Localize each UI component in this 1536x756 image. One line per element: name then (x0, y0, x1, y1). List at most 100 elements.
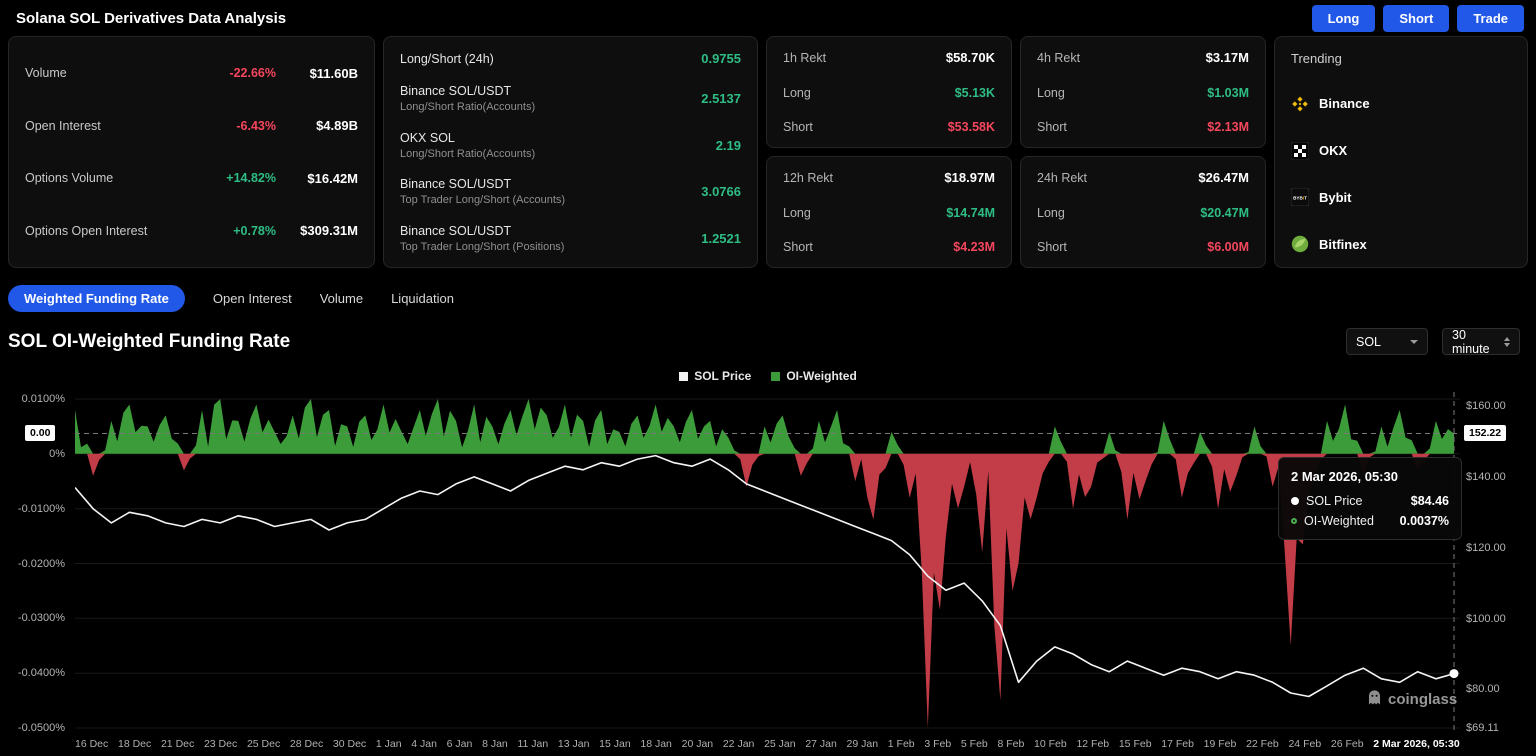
tooltip-time: 2 Mar 2026, 05:30 (1291, 469, 1398, 484)
summary-cards: Volume -22.66% $11.60B Open Interest -6.… (8, 36, 1528, 268)
okx-icon (1291, 141, 1309, 160)
rekt-long-value: $1.03M (1207, 85, 1249, 100)
stat-value: $16.42M (307, 170, 358, 186)
oi-weighted-dot-icon (1291, 518, 1297, 524)
rekt-short-label: Short (783, 240, 813, 254)
legend-sol-price[interactable]: SOL Price (679, 369, 751, 383)
rekt-column-2: 4h Rekt $3.17M Long $1.03M Short $2.13M … (1020, 36, 1266, 268)
rekt-title: 4h Rekt (1037, 50, 1081, 65)
stat-change: +0.78% (233, 223, 276, 238)
ratio-label: Binance SOL/USDT (400, 224, 512, 238)
rekt-long-label: Long (1037, 205, 1065, 220)
legend-oi-weighted[interactable]: OI-Weighted (771, 369, 857, 383)
rekt-long-value: $5.13K (954, 85, 995, 100)
trending-item-label: Binance (1319, 96, 1370, 112)
ratio-row: Long/Short (24h) 0.9755 (400, 51, 741, 66)
tab-liquidation[interactable]: Liquidation (391, 290, 454, 306)
rekt-short-label: Short (1037, 120, 1067, 134)
trending-item-binance[interactable]: Binance (1291, 95, 1511, 113)
tooltip-row-oi-weighted: OI-Weighted 0.0037% (1291, 514, 1449, 528)
stat-change: -22.66% (229, 66, 276, 81)
bybit-icon: BYBIT (1291, 188, 1309, 207)
right-axis-labels: $160.00 $140.00 $120.00 $100.00 $80.00 $69.11 (1466, 400, 1506, 734)
tab-weighted-funding-rate[interactable]: Weighted Funding Rate (8, 284, 185, 312)
stat-value: $4.89B (316, 118, 358, 134)
x-axis-labels: 16 Dec 18 Dec 21 Dec 23 Dec 25 Dec 28 Dec 30 D… (75, 738, 1460, 750)
stat-value: $309.31M (300, 223, 358, 239)
rekt-column-1: 1h Rekt $58.70K Long $5.13K Short $53.58… (766, 36, 1012, 268)
long-short-ratio-card: Long/Short (24h) 0.9755 Binance SOL/USDT… (383, 36, 758, 268)
stat-row-options-open-interest: Options Open Interest +0.78% $309.31M (25, 223, 358, 238)
coinglass-watermark: coinglass (1366, 689, 1457, 710)
ratio-value: 0.9755 (701, 51, 741, 66)
stat-label: Options Volume (25, 171, 114, 186)
tooltip-value: $84.46 (1410, 494, 1449, 508)
trending-title: Trending (1291, 51, 1342, 66)
rekt-long-label: Long (1037, 85, 1065, 100)
ratio-value: 3.0766 (701, 184, 741, 200)
stat-row-volume: Volume -22.66% $11.60B (25, 66, 358, 81)
rekt-short-value: $2.13M (1207, 120, 1249, 134)
legend-label: OI-Weighted (786, 369, 857, 383)
stat-change: +14.82% (226, 171, 276, 186)
interval-select-value: 30 minute (1452, 327, 1490, 356)
trade-button[interactable]: Trade (1457, 4, 1524, 32)
ratio-label: Binance SOL/USDT (400, 83, 512, 98)
rekt-short-label: Short (783, 120, 813, 134)
ratio-value: 2.19 (715, 137, 741, 153)
rekt-short-label: Short (1037, 240, 1067, 254)
trending-item-okx[interactable]: OKX (1291, 141, 1511, 160)
trending-item-bybit[interactable]: BYBIT Bybit (1291, 188, 1511, 207)
trending-item-label: OKX (1319, 143, 1348, 158)
funding-rate-chart[interactable]: 0.0100% 0% -0.0100% -0.0200% -0.0300% -0.0400… (0, 392, 1536, 756)
rekt-long-label: Long (783, 205, 811, 220)
long-button[interactable]: Long (1311, 4, 1376, 32)
tooltip-row-sol-price: SOL Price $84.46 (1291, 494, 1449, 508)
chart-legend: SOL Price OI-Weighted (0, 369, 1536, 383)
ratio-row: OKX SOL Long/Short Ratio(Accounts) 2.19 (400, 131, 741, 160)
oi-weighted-swatch-icon (771, 371, 781, 381)
trending-card: Trending Binance OKX BYBIT Bybit Bitfine… (1274, 36, 1528, 268)
page-title: Solana SOL Derivatives Data Analysis (16, 9, 287, 27)
topbar: Solana SOL Derivatives Data Analysis Lon… (0, 0, 1536, 34)
rekt-card-24h: 24h Rekt $26.47M Long $20.47M Short $6.0… (1020, 156, 1266, 268)
rekt-long-label: Long (783, 85, 811, 100)
symbol-select-value: SOL (1356, 334, 1382, 349)
rekt-card-4h: 4h Rekt $3.17M Long $1.03M Short $2.13M (1020, 36, 1266, 148)
ratio-sublabel: Long/Short Ratio(Accounts) (400, 147, 536, 160)
rekt-long-value: $20.47M (1200, 205, 1249, 220)
chart-plot[interactable] (75, 392, 1460, 732)
stat-row-open-interest: Open Interest -6.43% $4.89B (25, 118, 358, 133)
volume-stats-card: Volume -22.66% $11.60B Open Interest -6.… (8, 36, 375, 268)
legend-label: SOL Price (694, 369, 752, 383)
svg-text:BYBIT: BYBIT (1293, 196, 1307, 201)
rekt-total: $3.17M (1205, 50, 1249, 65)
tooltip-label: OI-Weighted (1304, 514, 1374, 528)
rekt-short-value: $53.58K (947, 120, 995, 134)
stat-value: $11.60B (309, 65, 358, 81)
ghost-icon (1366, 689, 1383, 710)
trending-item-bitfinex[interactable]: Bitfinex (1291, 235, 1511, 253)
rekt-card-12h: 12h Rekt $18.97M Long $14.74M Short $4.2… (766, 156, 1012, 268)
ratio-sublabel: Long/Short Ratio(Accounts) (400, 100, 536, 113)
rekt-short-value: $6.00M (1207, 240, 1249, 254)
interval-select[interactable]: 30 minute (1442, 327, 1520, 356)
trending-item-label: Bitfinex (1319, 236, 1367, 252)
sol-price-swatch-icon (679, 371, 689, 381)
short-button[interactable]: Short (1383, 4, 1450, 32)
ratio-sublabel: Top Trader Long/Short (Accounts) (400, 194, 566, 207)
rekt-title: 1h Rekt (783, 50, 827, 65)
rekt-card-1h: 1h Rekt $58.70K Long $5.13K Short $53.58… (766, 36, 1012, 148)
ratio-value: 1.2521 (701, 231, 741, 246)
rekt-total: $18.97M (944, 170, 995, 185)
rekt-short-value: $4.23M (953, 240, 995, 254)
binance-icon (1291, 95, 1309, 113)
tooltip-value: 0.0037% (1399, 514, 1449, 528)
symbol-select[interactable]: SOL (1346, 328, 1428, 355)
ratio-label: OKX SOL (400, 130, 455, 145)
left-axis-labels: 0.0100% 0% -0.0100% -0.0200% -0.0300% -0.0400… (17, 393, 65, 734)
price-current-badge: 152.22 (1464, 424, 1507, 441)
tab-open-interest[interactable]: Open Interest (212, 290, 292, 306)
tab-volume[interactable]: Volume (319, 290, 364, 306)
topbar-buttons: Long Short Trade (1311, 4, 1524, 32)
